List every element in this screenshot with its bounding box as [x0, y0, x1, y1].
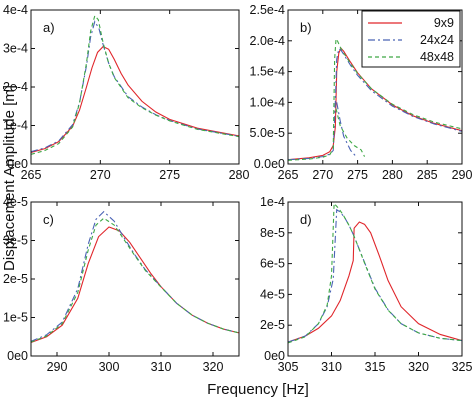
y-tick-label: 2e-4 — [3, 80, 28, 94]
x-tick-label: 290 — [452, 168, 473, 182]
y-tick-label: 4e-4 — [3, 3, 28, 17]
panel-d: 305 310 315 320 325 0e0 2e-5 4e-5 6e-5 8e-5 1e-4 d) — [260, 195, 473, 374]
x-tick-label: 320 — [408, 360, 429, 374]
y-tick-label: 0.0e0 — [254, 157, 285, 171]
panel-c: 290 300 310 320 0e0 1e-5 2e-5 3e-5 4e-5 c) — [3, 195, 240, 374]
series-line-24x24-lower — [336, 102, 357, 157]
x-tick-label: 290 — [47, 360, 68, 374]
series-line-9x9 — [288, 221, 462, 343]
y-tick-label: 3e-4 — [3, 42, 28, 56]
series-line-24x24 — [31, 210, 239, 342]
legend-label-48x48: 48x48 — [420, 50, 454, 64]
plot-frame — [30, 9, 240, 165]
panel-label: b) — [300, 20, 312, 35]
series-line-48x48 — [288, 37, 462, 161]
series-line-24x24 — [288, 47, 462, 161]
y-tick-label: 8e-5 — [260, 226, 285, 240]
y-tick-label: 5.0e-5 — [250, 126, 285, 140]
y-tick-label: 2.0e-4 — [250, 34, 285, 48]
x-tick-label: 280 — [382, 168, 403, 182]
panel-label: d) — [300, 212, 312, 227]
y-tick-label: 1.5e-4 — [250, 65, 285, 79]
y-tick-label: 1.0e-4 — [250, 95, 285, 109]
x-tick-label: 315 — [365, 360, 386, 374]
x-tick-label: 275 — [159, 168, 180, 182]
y-tick-label: 2e-5 — [3, 272, 28, 286]
legend: 9x9 24x24 48x48 — [361, 10, 461, 68]
plot-frame — [30, 201, 240, 357]
x-tick-label: 325 — [452, 360, 473, 374]
x-tick-label: 300 — [99, 360, 120, 374]
legend-box — [361, 10, 461, 68]
y-tick-label: 3e-5 — [3, 234, 28, 248]
x-tick-label: 270 — [90, 168, 111, 182]
y-tick-label: 2.5e-4 — [250, 3, 285, 17]
y-tick-label: 4e-5 — [260, 287, 285, 301]
x-tick-label: 310 — [321, 360, 342, 374]
legend-label-9x9: 9x9 — [434, 16, 454, 30]
x-tick-label: 310 — [151, 360, 172, 374]
x-tick-label: 280 — [229, 168, 250, 182]
y-tick-label: 0e0 — [264, 349, 285, 363]
series-line-48x48 — [288, 202, 462, 344]
y-tick-label: 4e-5 — [3, 195, 28, 209]
x-tick-label: 285 — [417, 168, 438, 182]
series-line-9x9 — [31, 226, 239, 344]
y-tick-label: 1e-4 — [260, 195, 285, 209]
x-tick-label: 265 — [278, 168, 299, 182]
x-tick-label: 270 — [312, 168, 333, 182]
y-tick-label: 1e-5 — [3, 311, 28, 325]
x-tick-label: 320 — [203, 360, 224, 374]
series-line-9x9 — [31, 45, 239, 153]
y-tick-label: 1e-4 — [3, 119, 28, 133]
x-tick-label: 265 — [21, 168, 42, 182]
series-line-48x48-lower — [335, 108, 366, 157]
series-line-24x24 — [288, 208, 462, 343]
series-line-24x24 — [31, 20, 239, 153]
panel-label: c) — [43, 212, 54, 227]
legend-label-24x24: 24x24 — [420, 33, 454, 47]
y-tick-label: 0e0 — [7, 157, 28, 171]
panel-a: 265 270 275 280 0e0 1e-4 2e-4 3e-4 4e-4 a) — [3, 3, 250, 182]
series-line-48x48 — [31, 217, 239, 343]
x-tick-label: 275 — [347, 168, 368, 182]
plot-frame — [287, 9, 463, 165]
y-tick-label: 0e0 — [7, 349, 28, 363]
series-line-48x48 — [31, 14, 239, 155]
x-tick-label: 305 — [278, 360, 299, 374]
y-tick-label: 6e-5 — [260, 257, 285, 271]
x-axis-label: Frequency [Hz] — [207, 381, 309, 398]
plot-frame — [287, 201, 463, 357]
panel-label: a) — [43, 20, 55, 35]
y-axis-label: Displacement Amplitude [m] — [1, 85, 18, 271]
y-tick-label: 2e-5 — [260, 318, 285, 332]
panel-b: 265 270 275 280 285 290 0.0e0 5.0e-5 1.0e-4 1.5e-… — [250, 3, 473, 182]
